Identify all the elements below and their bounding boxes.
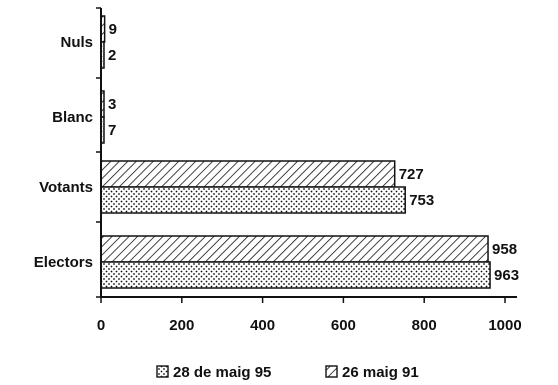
category-label-votants: Votants [39, 179, 93, 196]
x-tick-label: 1000 [488, 317, 521, 334]
bar-electors-95 [100, 261, 491, 289]
x-tick-label: 800 [412, 317, 437, 334]
data-labels-layer: 958 963 727 753 3 7 9 2 [108, 21, 519, 284]
data-label-blanc-91: 3 [108, 96, 116, 113]
legend-swatch-dots [156, 365, 169, 378]
data-label-electors-91: 958 [492, 241, 517, 258]
x-tick-label: 400 [250, 317, 275, 334]
bars-layer [100, 15, 491, 289]
data-label-electors-95: 963 [494, 267, 519, 284]
bar-votants-91 [100, 160, 396, 188]
legend-label-hatch: 26 maig 91 [342, 364, 419, 381]
category-label-electors: Electors [34, 254, 93, 271]
legend-swatch-hatch [325, 365, 338, 378]
category-labels-layer: Electors Votants Blanc Nuls [34, 7, 101, 298]
data-label-nuls-95: 2 [108, 47, 116, 64]
bar-votants-95 [100, 186, 406, 214]
data-label-votants-91: 727 [399, 166, 424, 183]
category-label-nuls: Nuls [60, 34, 93, 51]
legend-label-dots: 28 de maig 95 [173, 364, 271, 381]
x-ticks-layer: 0 200 400 600 800 1000 [97, 297, 522, 334]
data-label-blanc-95: 7 [108, 122, 116, 139]
category-label-blanc: Blanc [52, 109, 93, 126]
bar-electors-91 [100, 235, 489, 263]
x-tick-label: 200 [169, 317, 194, 334]
data-label-nuls-91: 9 [109, 21, 117, 38]
x-tick-label: 0 [97, 317, 105, 334]
x-tick-label: 600 [331, 317, 356, 334]
data-label-votants-95: 753 [409, 192, 434, 209]
legend: 28 de maig 95 26 maig 91 [156, 364, 419, 381]
